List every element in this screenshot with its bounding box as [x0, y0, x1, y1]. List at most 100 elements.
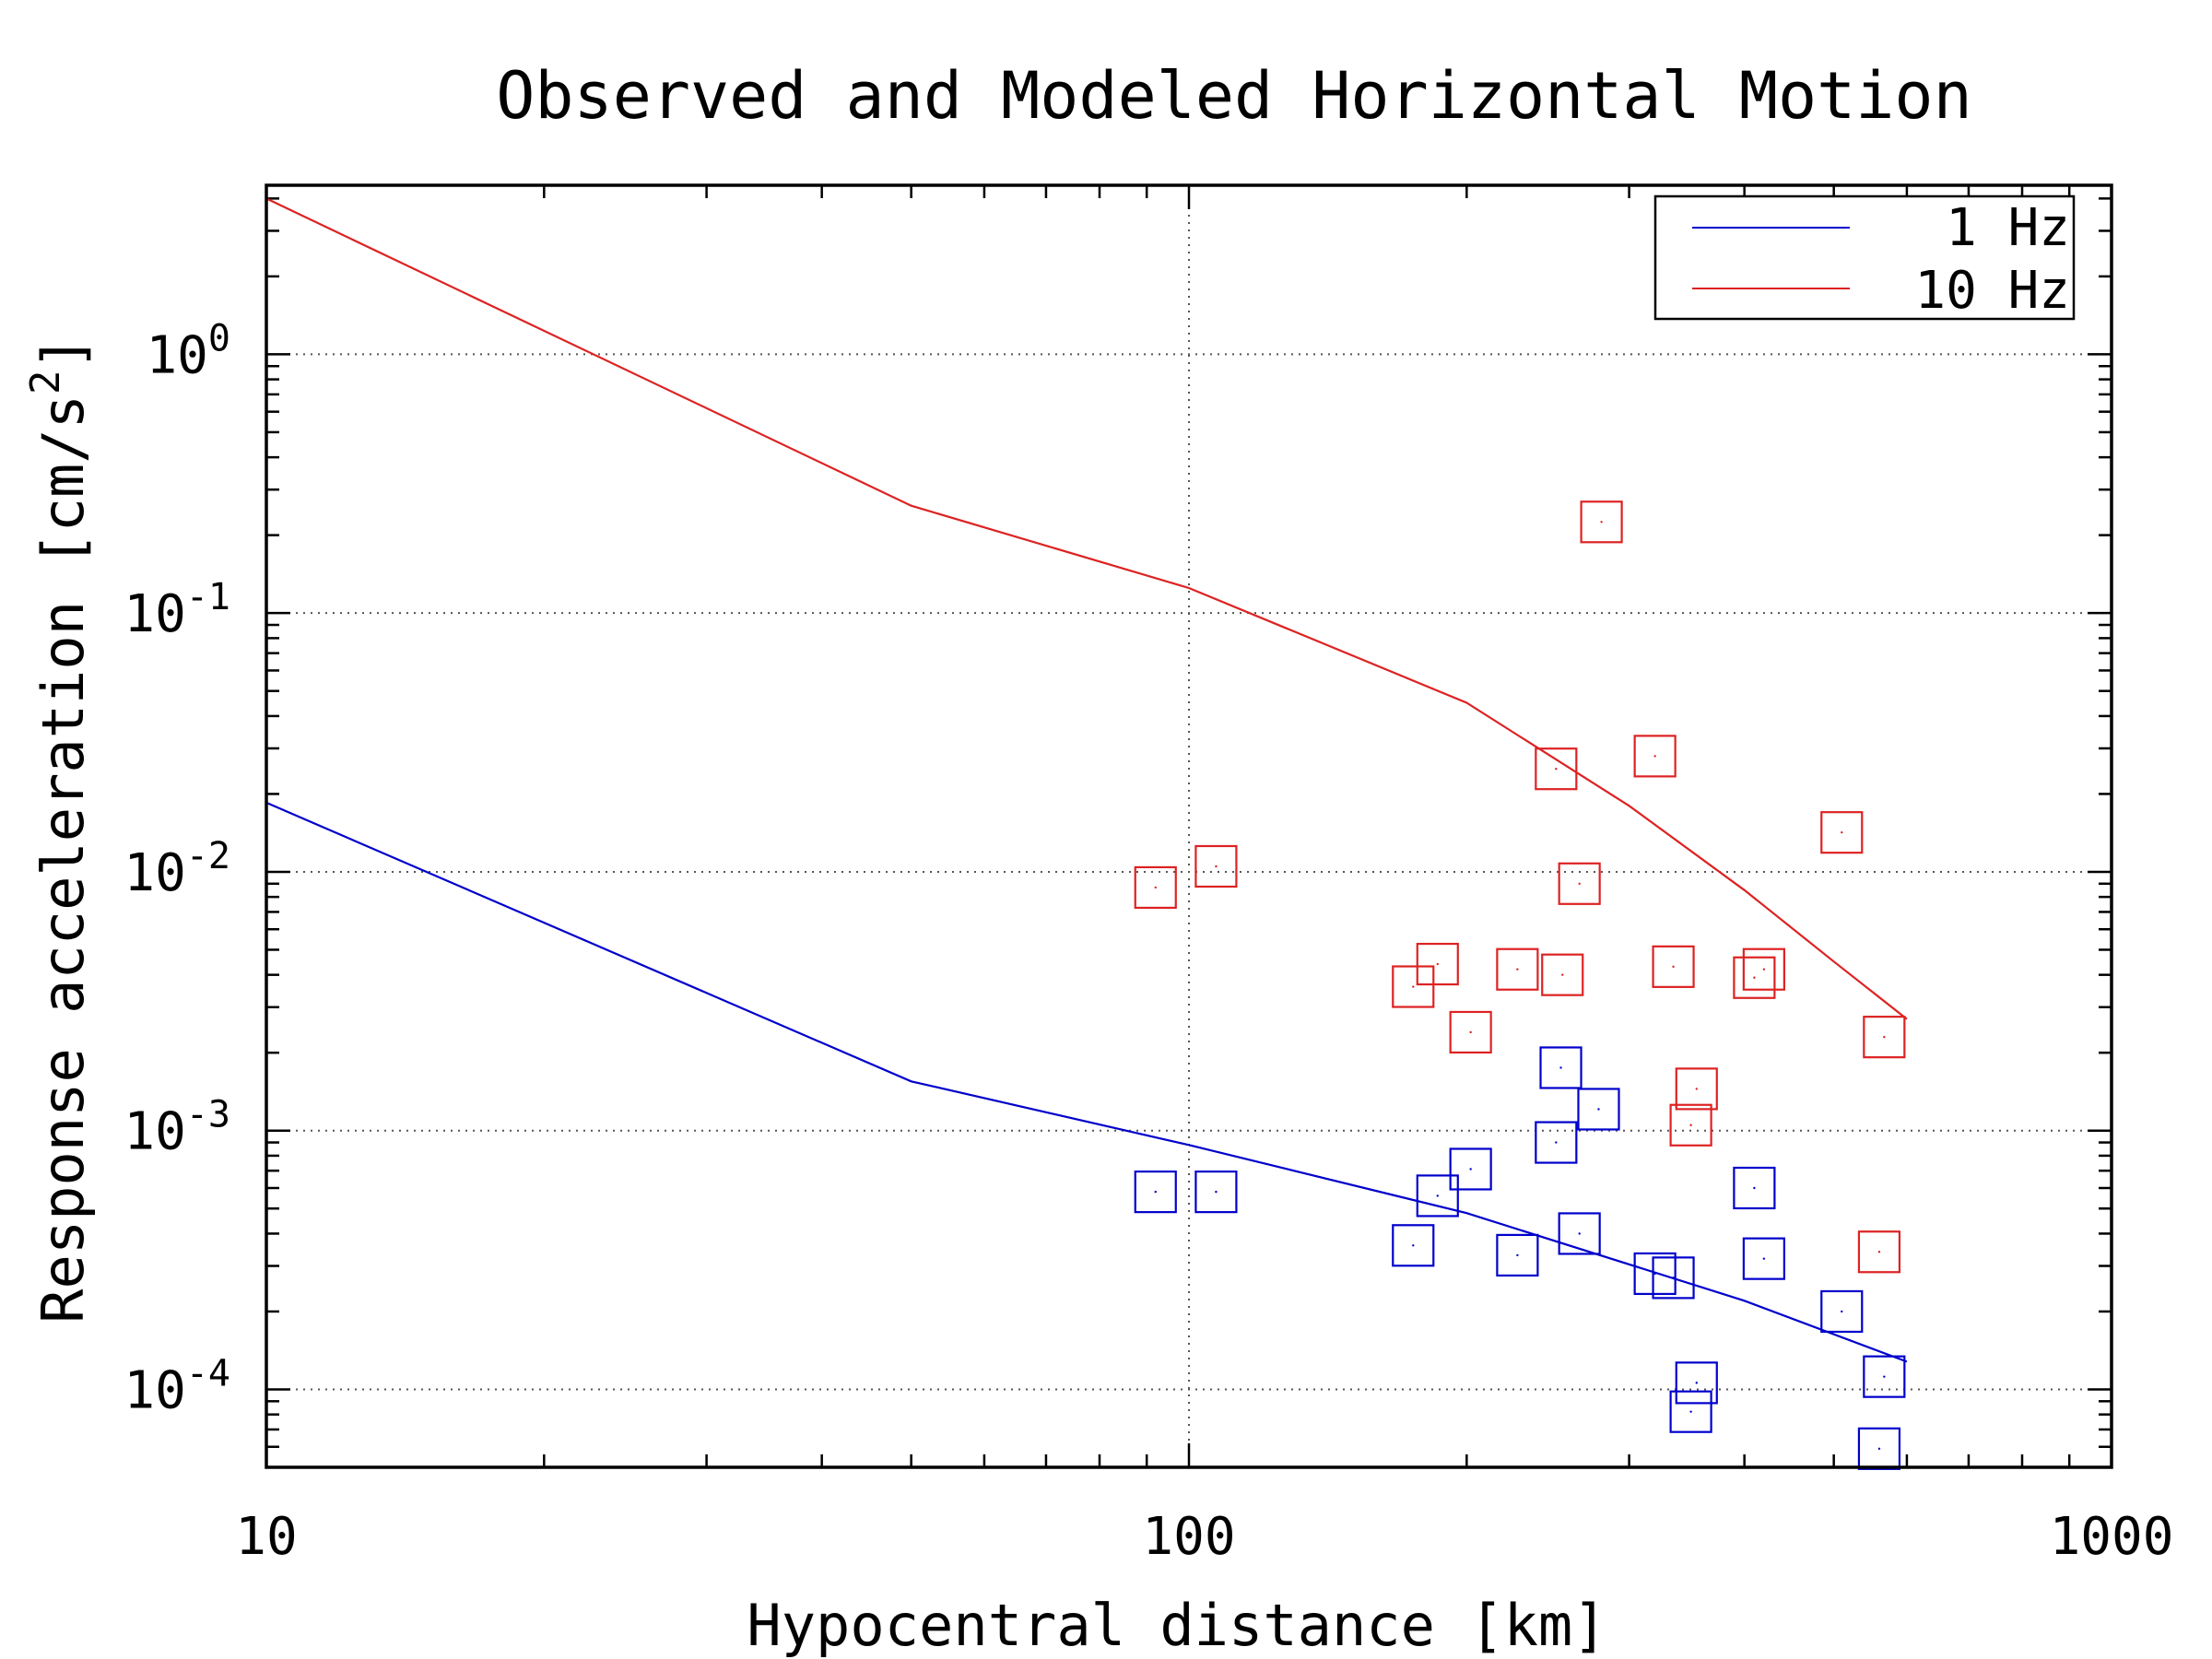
- y-tick-label: 10-1: [124, 576, 230, 644]
- observed-point-10hz: [1134, 865, 1177, 910]
- observed-point-center-10hz: [1154, 886, 1157, 889]
- observed-point-center-1hz: [1555, 1141, 1558, 1144]
- y-axis-label-main: Response acceleration [cm/s: [29, 394, 97, 1324]
- y-axis-label-exponent: 2: [22, 370, 69, 394]
- observed-point-10hz: [1392, 965, 1435, 1008]
- observed-point-center-1hz: [1762, 1257, 1766, 1260]
- observed-point-1hz: [1558, 1212, 1601, 1255]
- observed-point-center-10hz: [1578, 882, 1581, 885]
- observed-point-10hz: [1857, 1230, 1901, 1274]
- observed-point-10hz: [1652, 945, 1695, 988]
- observed-point-10hz: [1558, 862, 1601, 905]
- observed-point-center-1hz: [1753, 1186, 1756, 1190]
- model-line-10hz: [265, 197, 1908, 1020]
- legend: 1 Hz 10 Hz: [1653, 194, 2076, 321]
- observed-point-center-10hz: [1695, 1088, 1698, 1090]
- x-tick-label: 10: [235, 1507, 297, 1567]
- observed-point-1hz: [1863, 1355, 1906, 1398]
- observed-point-10hz: [1669, 1103, 1712, 1147]
- y-tick-exponent: -3: [186, 1094, 230, 1136]
- observed-point-10hz: [1194, 844, 1238, 888]
- observed-point-1hz: [1194, 1171, 1238, 1214]
- observed-point-center-1hz: [1436, 1194, 1439, 1197]
- observed-point-1hz: [1820, 1289, 1864, 1334]
- observed-point-center-10hz: [1561, 973, 1564, 976]
- y-tick-label: 10-4: [124, 1352, 230, 1420]
- observed-point-center-10hz: [1762, 968, 1766, 971]
- observed-point-10hz: [1733, 956, 1776, 999]
- observed-point-1hz: [1733, 1166, 1776, 1210]
- y-axis-label: Response acceleration [cm/s2]: [22, 335, 97, 1324]
- legend-label-10hz: 10 Hz: [1914, 261, 2070, 321]
- observed-point-10hz: [1580, 500, 1623, 544]
- observed-point-center-10hz: [1883, 1035, 1886, 1039]
- observed-point-center-10hz: [1753, 976, 1756, 979]
- legend-label-1hz: 1 Hz: [1946, 198, 2070, 258]
- y-tick-base: 10: [124, 1360, 185, 1420]
- observed-point-center-10hz: [1689, 1124, 1692, 1126]
- observed-point-center-10hz: [1516, 968, 1519, 971]
- observed-point-center-1hz: [1653, 1272, 1656, 1276]
- observed-point-10hz: [1633, 735, 1677, 778]
- observed-point-1hz: [1449, 1147, 1492, 1191]
- observed-point-center-10hz: [1877, 1251, 1881, 1253]
- x-tick-label: 1000: [2050, 1507, 2174, 1567]
- observed-point-1hz: [1392, 1224, 1435, 1267]
- observed-point-center-1hz: [1469, 1168, 1472, 1171]
- series-10hz: [265, 197, 1908, 1274]
- observed-point-center-1hz: [1695, 1382, 1698, 1384]
- observed-point-1hz: [1633, 1252, 1677, 1296]
- legend-box: [1653, 194, 2076, 321]
- observed-point-1hz: [1669, 1390, 1712, 1433]
- series-layer: [265, 197, 1908, 1470]
- y-tick-base: 10: [124, 1102, 185, 1162]
- observed-point-1hz: [1496, 1233, 1539, 1277]
- y-axis-label-close: ]: [29, 335, 97, 370]
- y-tick-label: 10-3: [124, 1094, 230, 1162]
- observed-point-center-10hz: [1469, 1030, 1472, 1034]
- observed-point-center-1hz: [1877, 1447, 1881, 1451]
- observed-point-10hz: [1863, 1016, 1906, 1059]
- observed-point-1hz: [1742, 1237, 1785, 1280]
- observed-point-center-1hz: [1559, 1066, 1562, 1069]
- y-tick-base: 10: [146, 325, 207, 385]
- observed-point-10hz: [1675, 1067, 1718, 1111]
- observed-point-1hz: [1416, 1174, 1459, 1218]
- observed-point-10hz: [1449, 1010, 1492, 1054]
- observed-point-1hz: [1134, 1171, 1177, 1214]
- observed-point-1hz: [1539, 1046, 1583, 1089]
- observed-point-center-1hz: [1215, 1190, 1218, 1194]
- observed-point-center-10hz: [1600, 521, 1603, 524]
- observed-point-10hz: [1535, 747, 1578, 791]
- plot-frame: [265, 183, 2113, 1469]
- y-tick-exponent: -2: [186, 835, 230, 877]
- y-tick-base: 10: [124, 584, 185, 644]
- y-tick-label: 10-2: [124, 835, 230, 903]
- observed-point-10hz: [1416, 942, 1459, 986]
- observed-point-1hz: [1652, 1256, 1695, 1300]
- observed-point-center-1hz: [1412, 1244, 1415, 1247]
- y-tick-exponent: 0: [208, 317, 230, 359]
- observed-point-center-1hz: [1841, 1310, 1843, 1313]
- observed-point-center-10hz: [1436, 962, 1439, 966]
- observed-point-10hz: [1496, 947, 1539, 991]
- observed-point-center-10hz: [1672, 965, 1675, 969]
- observed-point-center-1hz: [1883, 1375, 1886, 1378]
- y-tick-label: 100: [146, 317, 230, 385]
- observed-point-center-10hz: [1215, 865, 1218, 868]
- y-tick-exponent: -4: [186, 1352, 230, 1394]
- y-tick-exponent: -1: [186, 576, 230, 618]
- observed-point-center-1hz: [1689, 1410, 1692, 1413]
- observed-point-1hz: [1535, 1121, 1578, 1164]
- y-tick-base: 10: [124, 843, 185, 903]
- observed-point-10hz: [1820, 811, 1864, 854]
- observed-point-center-10hz: [1841, 830, 1843, 834]
- observed-point-1hz: [1675, 1361, 1718, 1405]
- series-1hz: [265, 801, 1908, 1470]
- observed-point-center-1hz: [1516, 1253, 1519, 1257]
- observed-point-center-10hz: [1412, 985, 1415, 988]
- observed-point-1hz: [1857, 1427, 1901, 1470]
